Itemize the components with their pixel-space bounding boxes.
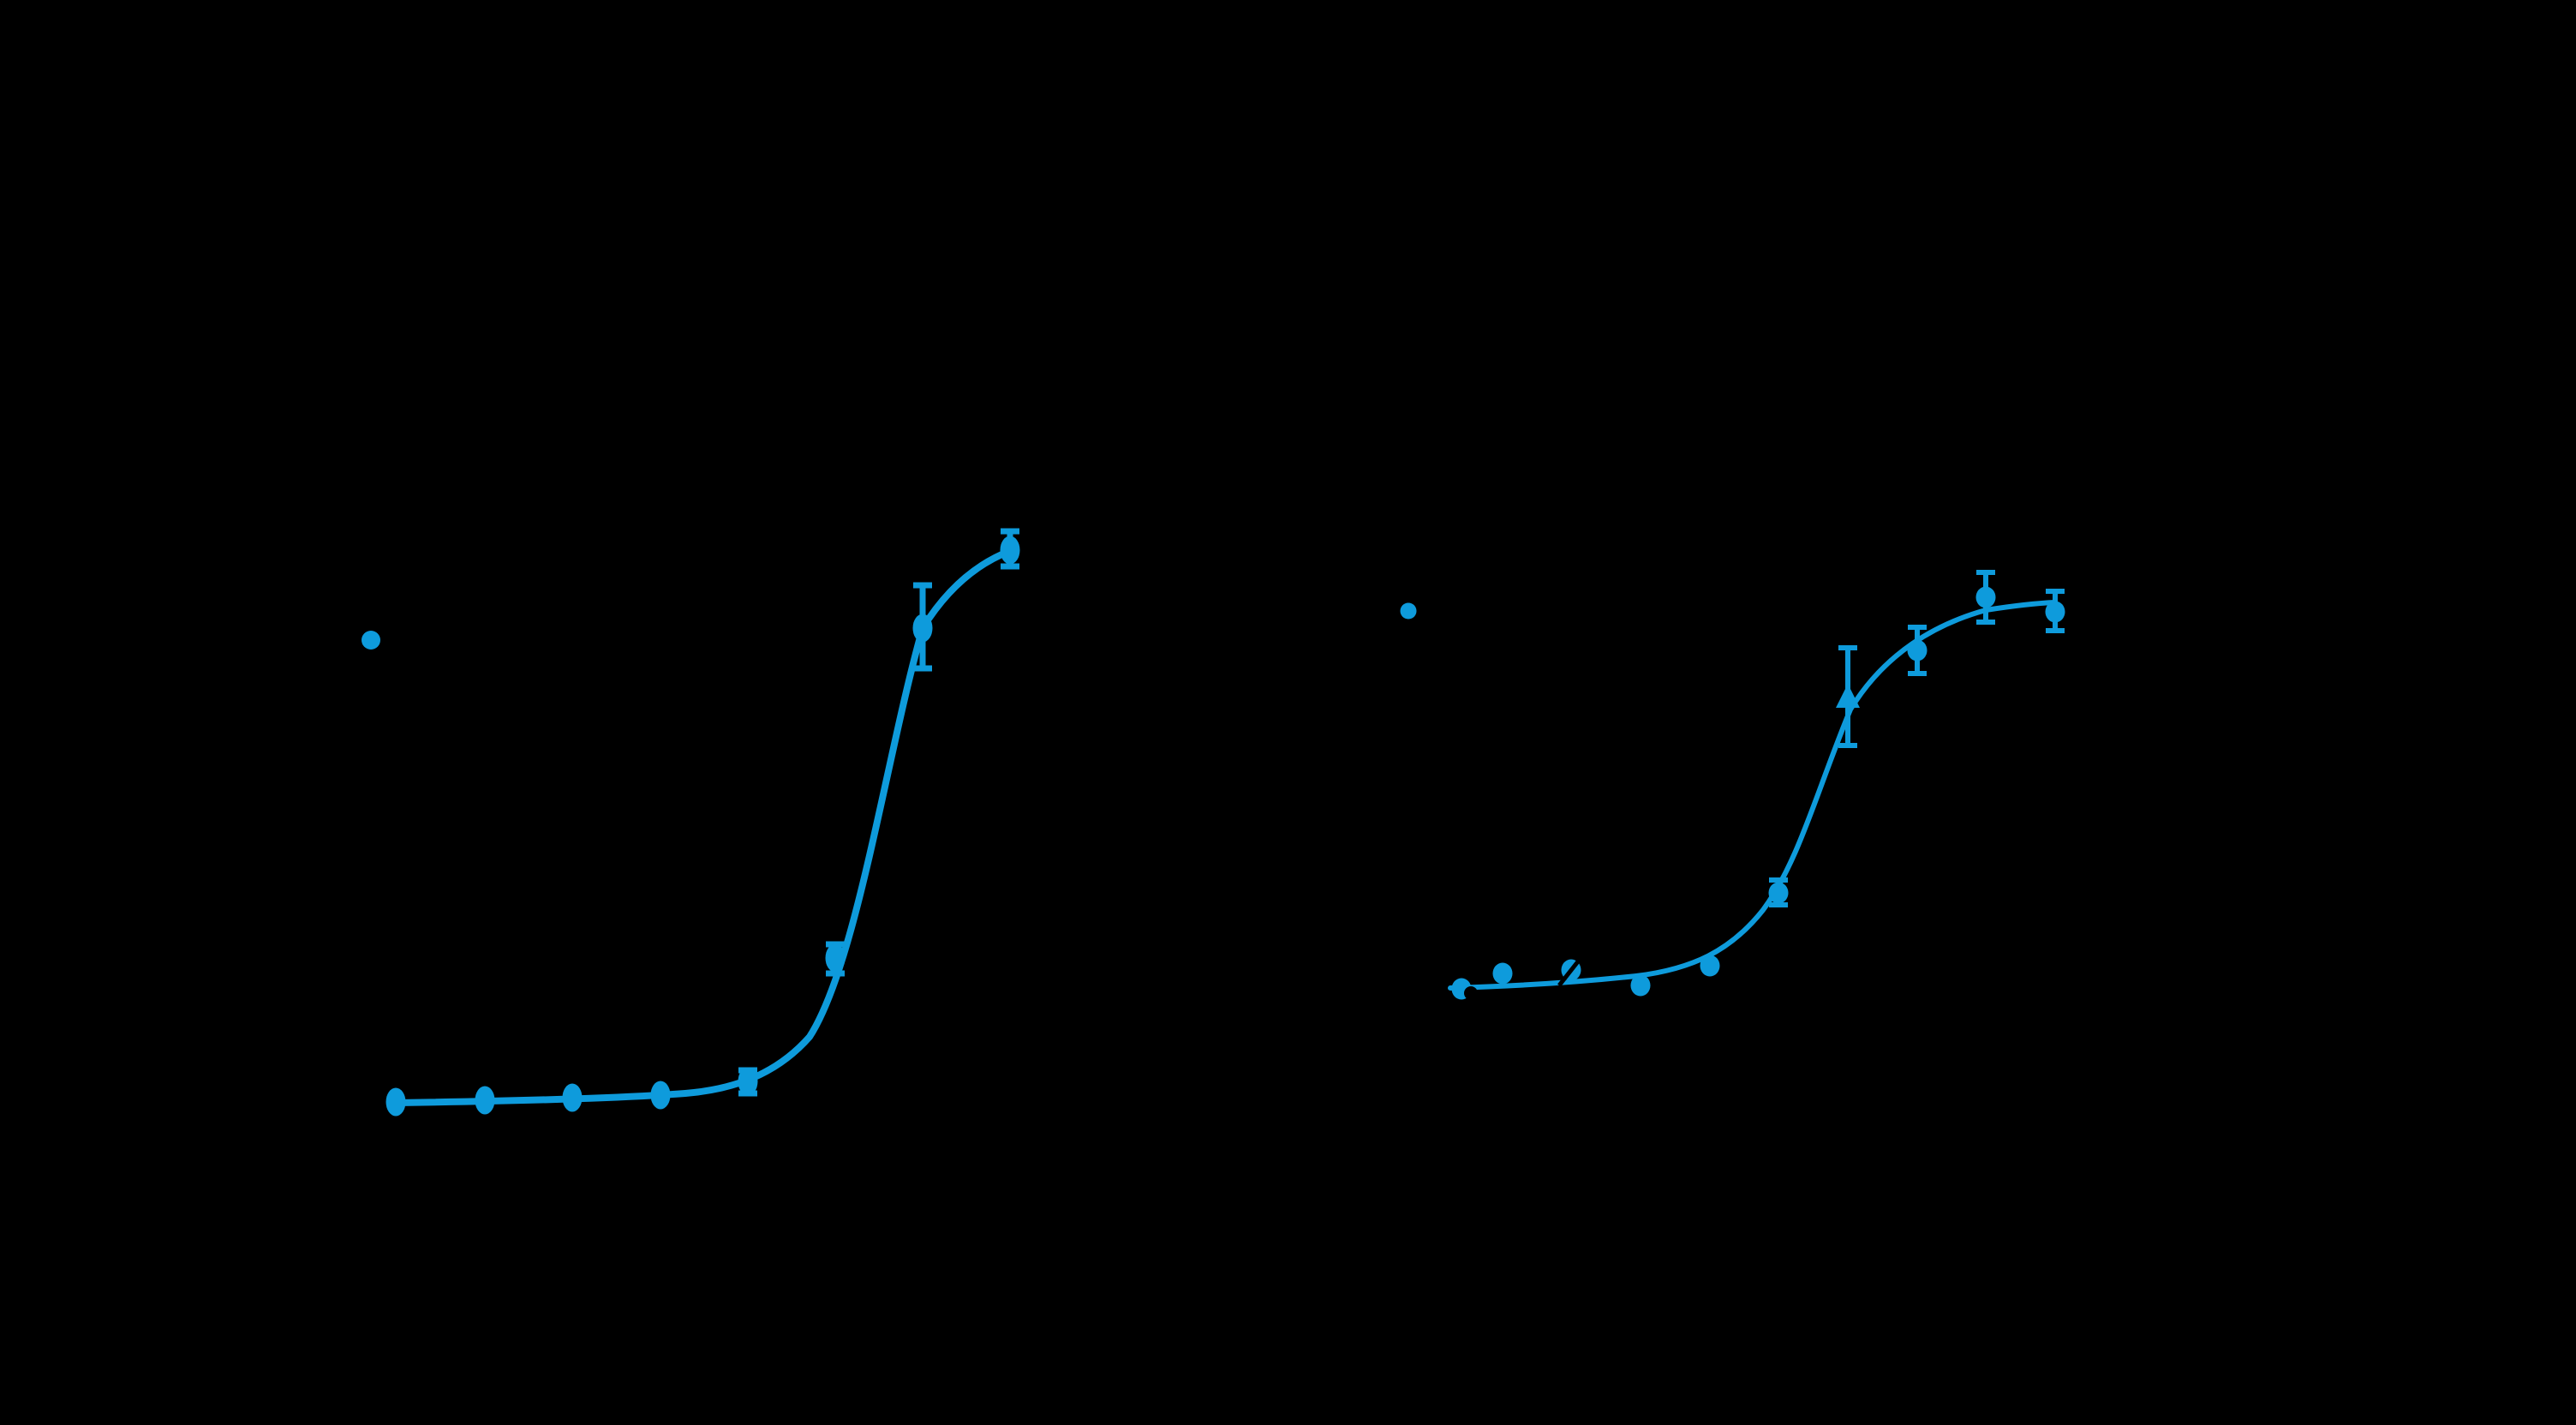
marker-occlusion bbox=[1557, 955, 1583, 987]
data-point-marker bbox=[825, 943, 846, 973]
legend-marker bbox=[1400, 602, 1417, 620]
data-point-marker bbox=[1768, 882, 1789, 904]
data-point-marker bbox=[475, 1086, 495, 1115]
data-point-marker bbox=[912, 614, 933, 643]
fit-curve bbox=[1448, 600, 2058, 991]
legend-marker bbox=[362, 631, 380, 650]
data-point-marker bbox=[1700, 955, 1720, 977]
panel-left bbox=[362, 528, 1020, 1117]
data-point-marker bbox=[1836, 684, 1860, 708]
data-point-marker bbox=[738, 1067, 758, 1096]
data-point-marker bbox=[650, 1081, 671, 1110]
data-point-marker bbox=[1000, 536, 1020, 565]
panel-right bbox=[1400, 570, 2065, 1000]
marker-occlusion bbox=[1464, 986, 1478, 1000]
data-point-marker bbox=[1907, 639, 1928, 662]
data-point-marker bbox=[386, 1087, 406, 1117]
data-point-marker bbox=[562, 1083, 583, 1112]
data-point-marker bbox=[1492, 962, 1513, 985]
data-point-marker bbox=[2045, 601, 2065, 623]
data-point-marker bbox=[1975, 586, 1996, 608]
data-point-marker bbox=[1630, 974, 1651, 997]
